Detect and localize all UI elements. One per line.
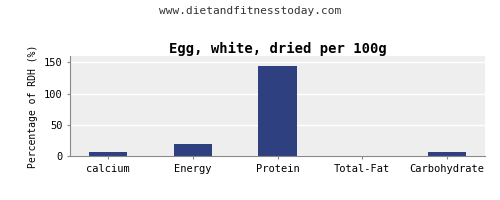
Bar (174, 144, 212, 156)
Bar (428, 152, 466, 156)
Text: www.dietandfitnesstoday.com: www.dietandfitnesstoday.com (159, 6, 341, 16)
Y-axis label: Percentage of RDH (%): Percentage of RDH (%) (28, 44, 38, 168)
Bar (89, 152, 127, 156)
Title: Egg, white, dried per 100g: Egg, white, dried per 100g (168, 42, 386, 56)
Bar (258, 66, 296, 156)
